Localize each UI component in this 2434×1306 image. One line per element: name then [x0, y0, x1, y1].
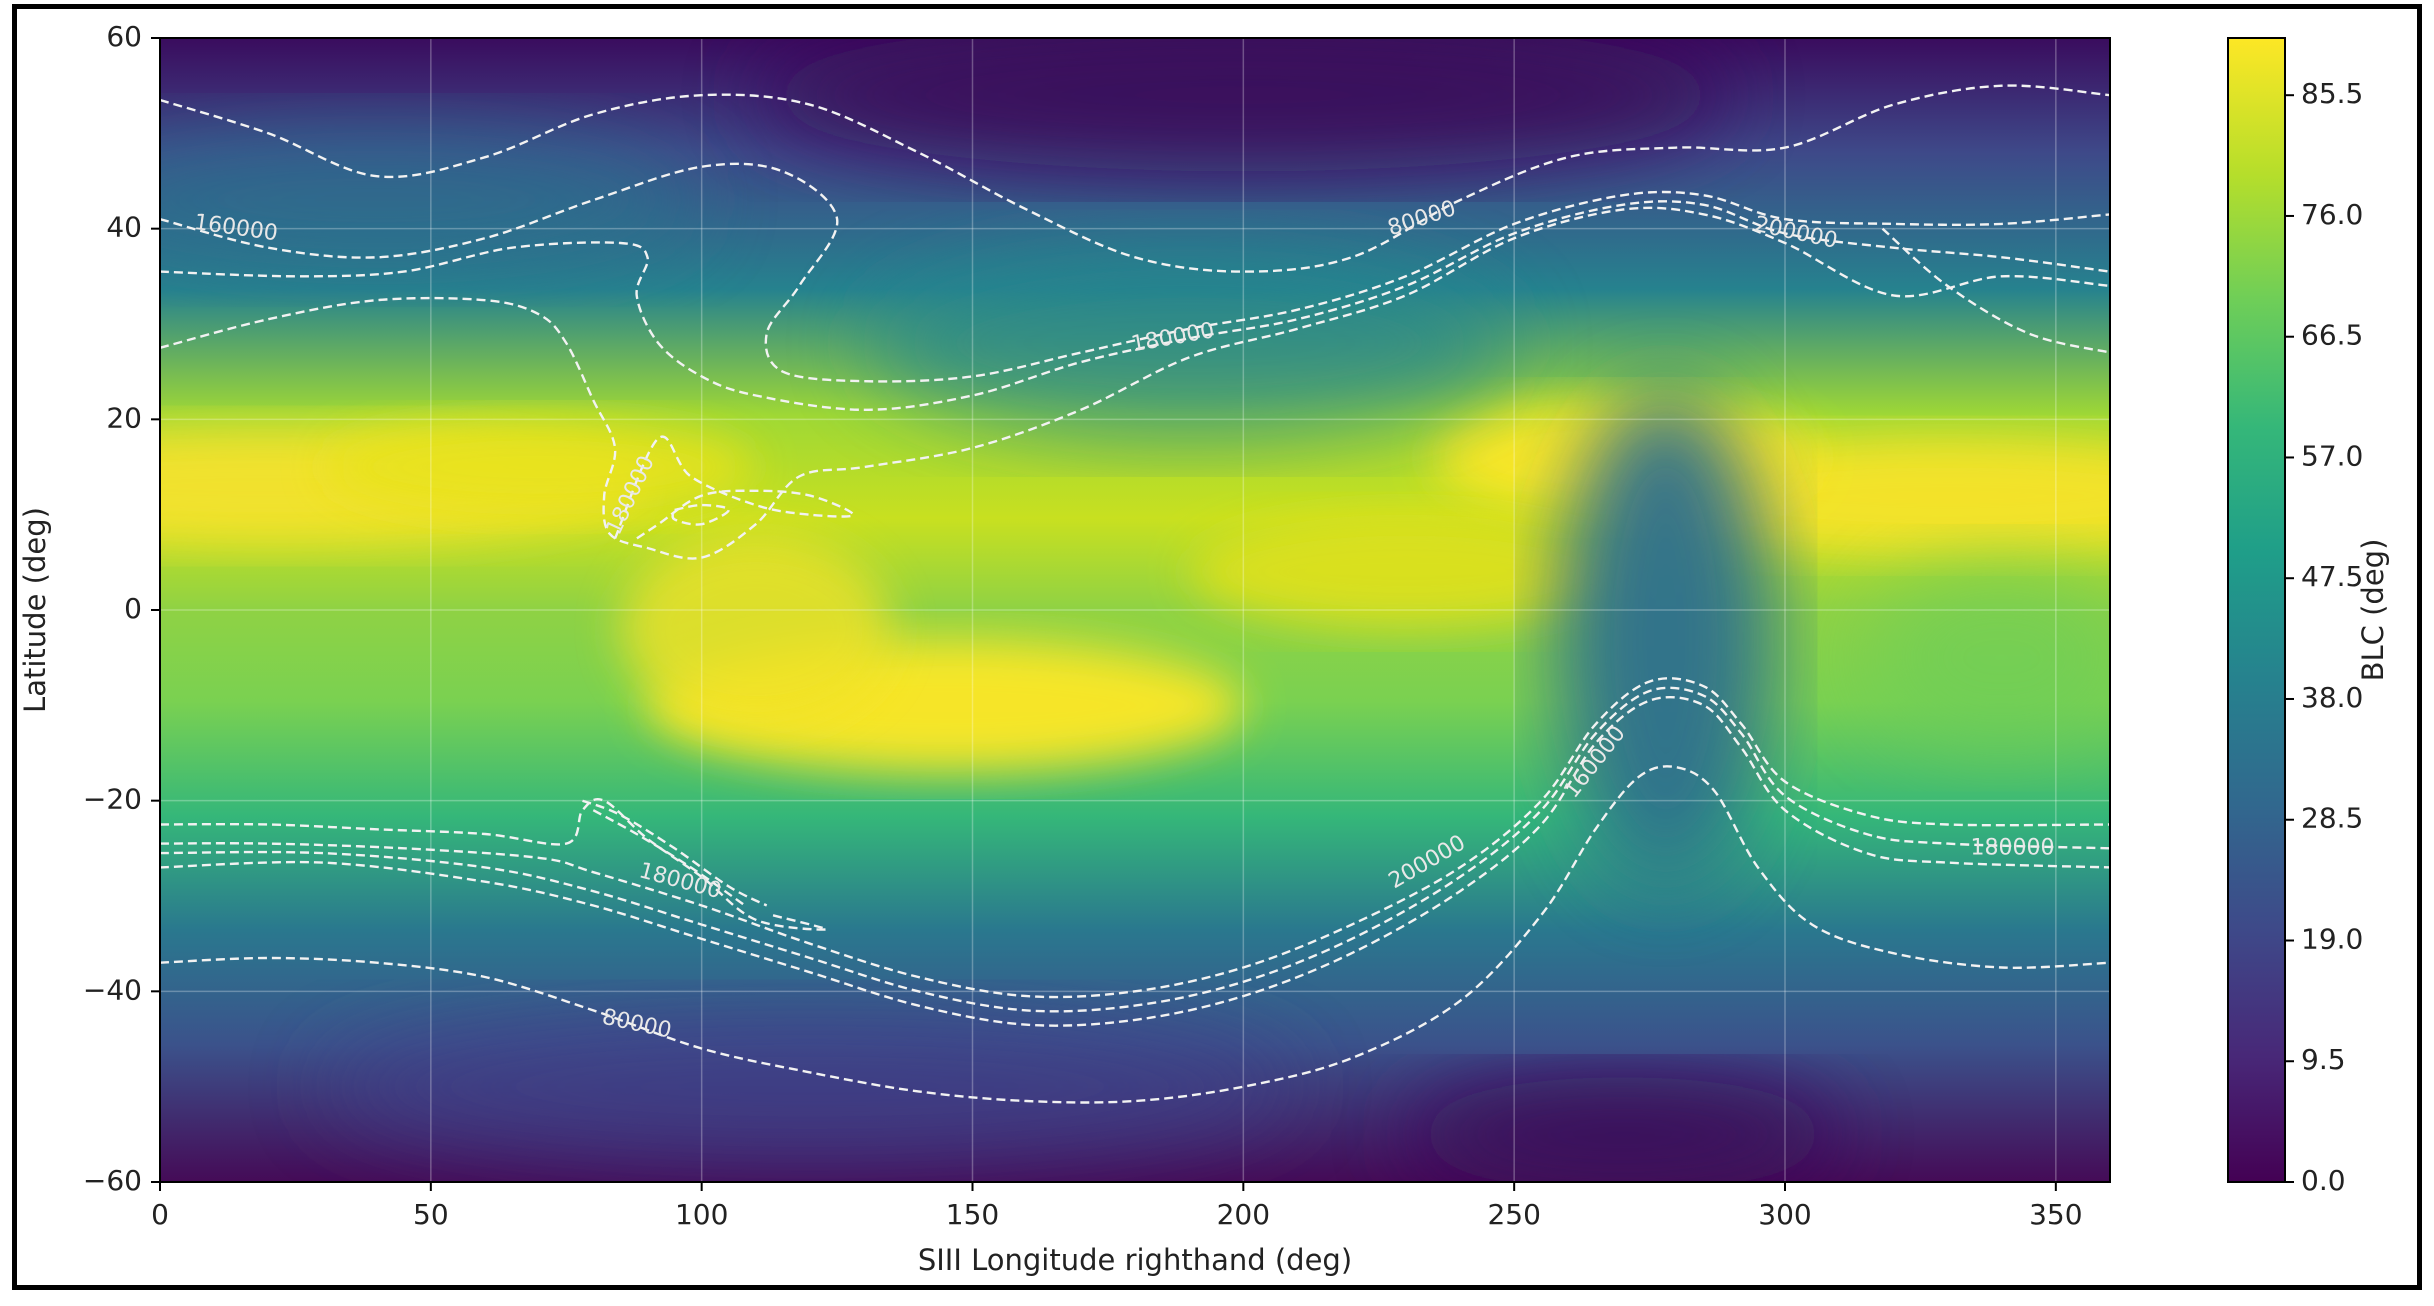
- contour-line-5: [160, 206, 2110, 560]
- colorbar-tick-label-3: 28.5: [2301, 802, 2363, 835]
- colorbar-label: BLC (deg): [2356, 539, 2390, 682]
- contour-line-6: [1881, 227, 2110, 354]
- heatmap-region-12: [160, 123, 702, 277]
- colorbar-tick-label-0: 0.0: [2301, 1164, 2346, 1197]
- heatmap-region-8: [1557, 390, 1775, 887]
- heatmap-region-7: [620, 533, 892, 725]
- y-tick-label-3: 0: [124, 592, 142, 625]
- colorbar-tick-label-6: 57.0: [2301, 439, 2363, 472]
- colorbar-tick-label-8: 76.0: [2301, 198, 2363, 231]
- x-tick-label-5: 250: [1487, 1198, 1540, 1231]
- contour-label-9: 180000: [1971, 835, 2055, 860]
- heatmap-field: [160, 38, 2110, 1182]
- contour-line-14: [592, 809, 746, 907]
- contour-lines: [160, 84, 2110, 1104]
- contour-line-9: [160, 797, 828, 931]
- colorbar-tick-label-9: 85.5: [2301, 77, 2363, 110]
- heatmap-region-13: [322, 1010, 1298, 1163]
- x-tick-label-7: 350: [2029, 1198, 2082, 1231]
- x-tick-label-6: 300: [1758, 1198, 1811, 1231]
- heatmap-region-5: [1189, 514, 1623, 630]
- contour-line-10: [160, 677, 2110, 999]
- y-tick-label-5: −40: [83, 973, 142, 1006]
- x-tick-label-3: 150: [946, 1198, 999, 1231]
- contour-line-12: [160, 695, 2110, 1027]
- y-axis-label: Latitude (deg): [18, 507, 52, 713]
- colorbar-tick-label-4: 38.0: [2301, 681, 2363, 714]
- contour-line-2: [160, 765, 2110, 1104]
- y-tick-label-0: 60: [106, 20, 142, 53]
- contour-line-4: [160, 200, 2110, 412]
- x-tick-label-0: 0: [151, 1198, 169, 1231]
- contour-line-3: [160, 162, 2110, 383]
- y-tick-label-4: −20: [83, 783, 142, 816]
- colorbar-tick-label-2: 19.0: [2301, 922, 2363, 955]
- contour-line-11: [160, 686, 2110, 1013]
- x-tick-label-2: 100: [675, 1198, 728, 1231]
- y-tick-label-1: 40: [106, 211, 142, 244]
- heatmap-region-9: [755, 38, 1731, 172]
- heatmap-region-2: [322, 419, 756, 515]
- contour-line-8: [613, 435, 855, 540]
- heatmap-region-14: [1866, 562, 2110, 753]
- y-tick-label-6: −60: [83, 1164, 142, 1197]
- colorbar: [2227, 37, 2286, 1183]
- colorbar-tick-label-5: 47.5: [2301, 560, 2363, 593]
- contour-line-7: [671, 503, 731, 526]
- contour-line-1: [160, 84, 2110, 273]
- y-tick-label-2: 20: [106, 401, 142, 434]
- colorbar-tick-label-7: 66.5: [2301, 319, 2363, 352]
- contour-line-13: [582, 799, 768, 907]
- x-tick-label-4: 200: [1217, 1198, 1270, 1231]
- heatmap-region-11: [1405, 1077, 1840, 1182]
- x-axis-label: SIII Longitude righthand (deg): [918, 1243, 1352, 1277]
- colorbar-tick-label-1: 9.5: [2301, 1043, 2346, 1076]
- x-tick-label-1: 50: [413, 1198, 449, 1231]
